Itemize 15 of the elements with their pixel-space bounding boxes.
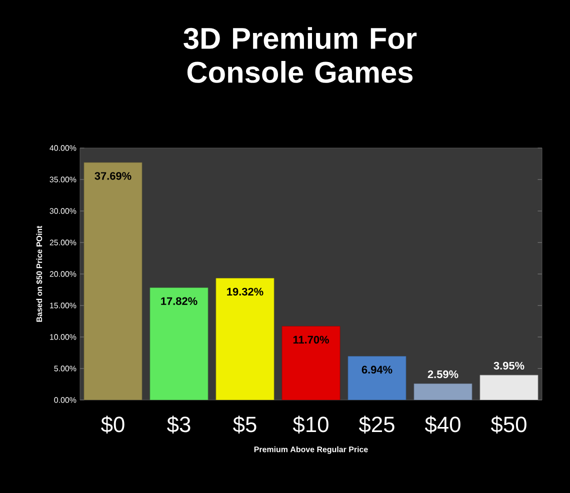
data-label: 37.69% bbox=[94, 172, 132, 180]
data-label: 2.59% bbox=[428, 370, 458, 378]
x-tick-label: $3 bbox=[167, 416, 190, 434]
data-label: 11.70% bbox=[293, 336, 329, 344]
x-tick-label: $10 bbox=[292, 416, 328, 434]
data-label: 6.94% bbox=[362, 366, 392, 374]
data-label: 19.32% bbox=[227, 288, 264, 296]
chart-title: 3D Premium For Console Games bbox=[184, 27, 417, 83]
data-label: 17.82% bbox=[161, 297, 198, 306]
x-tick-label: $25 bbox=[358, 416, 394, 434]
x-tick-label: $0 bbox=[101, 416, 124, 434]
x-tick-label: $5 bbox=[233, 416, 256, 434]
x-tick-label: $50 bbox=[490, 416, 526, 434]
data-label: 3.95% bbox=[494, 362, 524, 370]
x-tick-label: $40 bbox=[424, 416, 460, 434]
